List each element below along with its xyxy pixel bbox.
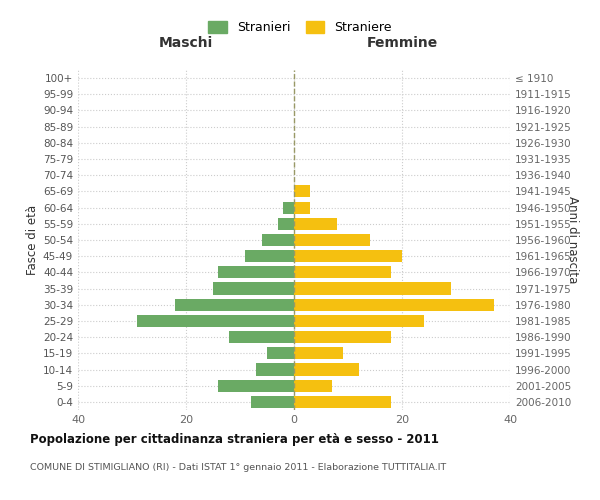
- Bar: [294, 234, 370, 246]
- Text: COMUNE DI STIMIGLIANO (RI) - Dati ISTAT 1° gennaio 2011 - Elaborazione TUTTITALI: COMUNE DI STIMIGLIANO (RI) - Dati ISTAT …: [30, 462, 446, 471]
- Bar: [294, 315, 424, 327]
- Legend: Stranieri, Straniere: Stranieri, Straniere: [203, 16, 397, 40]
- Bar: [294, 186, 310, 198]
- Bar: [294, 250, 402, 262]
- Bar: [294, 218, 337, 230]
- Text: Maschi: Maschi: [159, 36, 213, 50]
- Bar: [294, 348, 343, 360]
- Text: Femmine: Femmine: [367, 36, 437, 50]
- Bar: [294, 266, 391, 278]
- Bar: [262, 234, 294, 246]
- Bar: [218, 380, 294, 392]
- Bar: [294, 396, 391, 408]
- Bar: [294, 298, 494, 311]
- Bar: [256, 364, 294, 376]
- Bar: [294, 380, 332, 392]
- Bar: [294, 364, 359, 376]
- Bar: [294, 202, 310, 213]
- Bar: [251, 396, 294, 408]
- Bar: [267, 348, 294, 360]
- Bar: [245, 250, 294, 262]
- Bar: [137, 315, 294, 327]
- Bar: [278, 218, 294, 230]
- Bar: [294, 282, 451, 294]
- Text: Popolazione per cittadinanza straniera per età e sesso - 2011: Popolazione per cittadinanza straniera p…: [30, 432, 439, 446]
- Y-axis label: Fasce di età: Fasce di età: [26, 205, 39, 275]
- Bar: [229, 331, 294, 343]
- Bar: [218, 266, 294, 278]
- Bar: [175, 298, 294, 311]
- Y-axis label: Anni di nascita: Anni di nascita: [566, 196, 578, 284]
- Bar: [213, 282, 294, 294]
- Bar: [283, 202, 294, 213]
- Bar: [294, 331, 391, 343]
